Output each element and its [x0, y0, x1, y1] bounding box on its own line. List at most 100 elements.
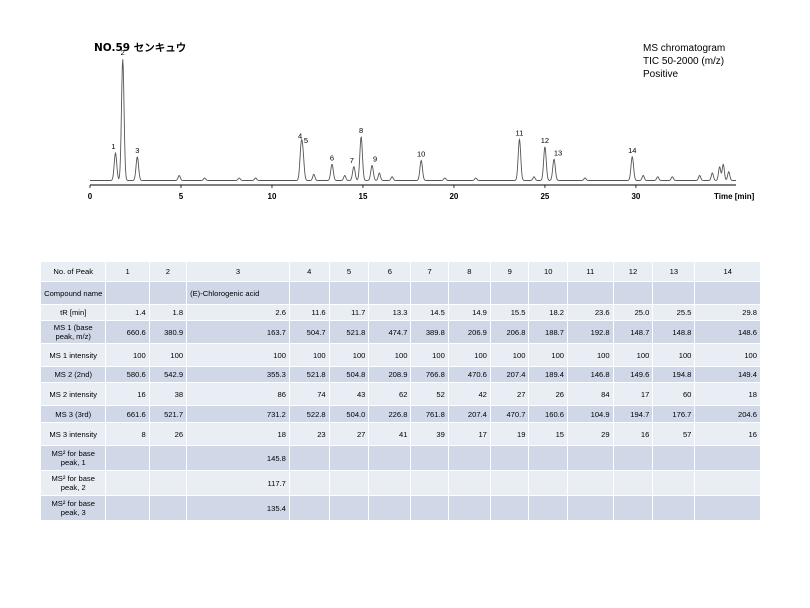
peak-label: 10	[417, 150, 425, 159]
table-cell: 84	[567, 382, 614, 406]
table-cell: 149.4	[694, 366, 761, 383]
table-cell: 27	[489, 382, 530, 406]
table-cell	[567, 445, 614, 471]
table-cell	[328, 281, 370, 305]
chart-info: MS chromatogram TIC 50-2000 (m/z) Positi…	[643, 42, 725, 81]
table-cell: 542.9	[148, 366, 188, 383]
tic-trace-line	[90, 59, 736, 181]
peak-label: 7	[350, 156, 354, 165]
table-cell: 470.7	[489, 405, 530, 423]
table-cell: 189.4	[528, 366, 569, 383]
row-label: MS² for base peak, 3	[39, 495, 107, 521]
table-cell	[148, 281, 188, 305]
row-ms2: MS 2 (2nd) 580.6 542.9 355.3 521.8 504.8 208.9…	[39, 366, 761, 383]
table-cell: 25.5	[652, 304, 696, 321]
table-cell	[288, 495, 330, 521]
table-cell: 11.7	[328, 304, 370, 321]
table-cell: 194.8	[652, 366, 696, 383]
table-cell	[148, 445, 188, 471]
table-cell	[105, 495, 150, 521]
table-cell	[447, 495, 491, 521]
row-label: MS 1 intensity	[39, 343, 107, 367]
table-cell	[105, 281, 150, 305]
table-cell: 389.8	[410, 320, 449, 344]
table-cell: 14.9	[447, 304, 491, 321]
table-cell	[652, 470, 696, 496]
table-cell	[105, 445, 150, 471]
table-cell: 27	[328, 422, 370, 446]
row-ms1-base-peak: MS 1 (base peak, m/z) 660.6 380.9 163.7 504.…	[39, 320, 761, 344]
table-cell: 43	[328, 382, 370, 406]
table-cell: 2	[148, 261, 188, 282]
peak-label: 4	[298, 131, 302, 140]
table-cell	[612, 445, 654, 471]
table-cell: 16	[612, 422, 654, 446]
table-cell: 117.7	[186, 470, 290, 496]
table-cell: 17	[612, 382, 654, 406]
table-cell: 100	[489, 343, 530, 367]
table-cell: 208.9	[368, 366, 412, 383]
table-cell	[410, 495, 449, 521]
row-ms2-base-peak-1: MS² for base peak, 1 145.8	[39, 445, 761, 471]
table-cell	[652, 445, 696, 471]
table-cell	[652, 281, 696, 305]
table-cell: 26	[148, 422, 188, 446]
table-cell: (E)-Chlorogenic acid	[186, 281, 290, 305]
info-line-range: TIC 50-2000 (m/z)	[643, 56, 725, 67]
table-cell: 149.6	[612, 366, 654, 383]
table-cell: 15	[528, 422, 569, 446]
info-line-polarity: Positive	[643, 69, 679, 80]
table-cell: 6	[368, 261, 412, 282]
table-cell: 100	[528, 343, 569, 367]
table-cell: 8	[105, 422, 150, 446]
table-cell: 41	[368, 422, 412, 446]
table-cell	[528, 470, 569, 496]
table-cell	[694, 495, 761, 521]
table-cell: 11.6	[288, 304, 330, 321]
table-cell: 5	[328, 261, 370, 282]
table-cell	[652, 495, 696, 521]
table-cell: 16	[694, 422, 761, 446]
row-label: MS 3 (3rd)	[39, 405, 107, 423]
table-cell	[528, 445, 569, 471]
table-cell: 661.6	[105, 405, 150, 423]
table-cell: 62	[368, 382, 412, 406]
table-cell	[410, 281, 449, 305]
table-cell: 14.5	[410, 304, 449, 321]
table-cell	[410, 445, 449, 471]
table-cell: 19	[489, 422, 530, 446]
table-cell: 148.7	[612, 320, 654, 344]
table-cell: 100	[288, 343, 330, 367]
table-cell: 100	[410, 343, 449, 367]
row-label: MS² for base peak, 2	[39, 470, 107, 496]
row-label: MS 2 intensity	[39, 382, 107, 406]
table-cell	[288, 470, 330, 496]
table-cell: 18	[694, 382, 761, 406]
table-cell: 580.6	[105, 366, 150, 383]
table-cell: 29	[567, 422, 614, 446]
table-cell	[489, 281, 530, 305]
info-line-mode: MS chromatogram	[643, 43, 726, 54]
table-cell: 163.7	[186, 320, 290, 344]
table-cell: 470.6	[447, 366, 491, 383]
table-cell	[288, 281, 330, 305]
table-cell: 60	[652, 382, 696, 406]
peak-label: 5	[304, 136, 308, 145]
table-cell: 521.8	[328, 320, 370, 344]
table-cell: 355.3	[186, 366, 290, 383]
table-cell	[528, 281, 569, 305]
row-ms1-intensity: MS 1 intensity 100 100 100 100 100 100 100 100 10…	[39, 343, 761, 367]
table-cell: 57	[652, 422, 696, 446]
row-label: tR [min]	[39, 304, 107, 321]
table-cell: 26	[528, 382, 569, 406]
table-cell: 176.7	[652, 405, 696, 423]
table-cell: 100	[612, 343, 654, 367]
row-label: MS 2 (2nd)	[39, 366, 107, 383]
table-cell: 14	[694, 261, 761, 282]
table-cell: 474.7	[368, 320, 412, 344]
table-cell	[489, 495, 530, 521]
sample-title: NO.59 センキュウ	[94, 42, 187, 54]
table-cell	[447, 445, 491, 471]
table-cell: 521.8	[288, 366, 330, 383]
table-cell: 4	[288, 261, 330, 282]
